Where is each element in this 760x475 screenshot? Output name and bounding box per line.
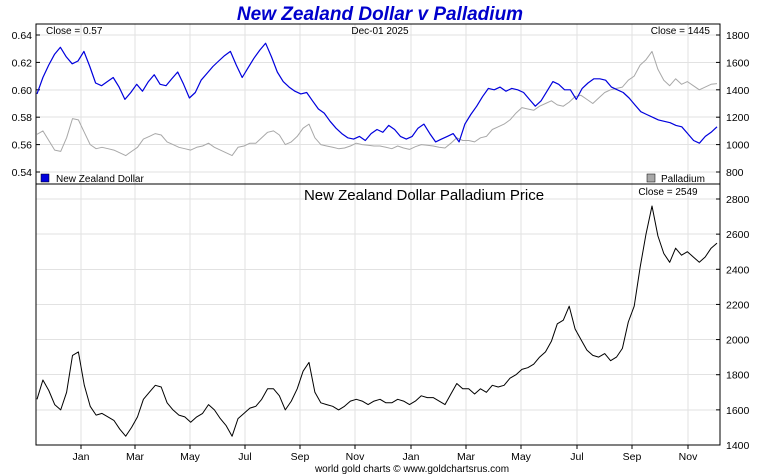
top-panel-frame: [35, 23, 721, 185]
legend-swatch-nzd: [40, 173, 50, 183]
top-series-group: [36, 42, 718, 157]
bottom-right-axis: 2800 2600 2400 2200 2000 1800 1600 1400: [716, 194, 750, 452]
x-tick-label: Nov: [346, 451, 365, 463]
legend-swatch-palladium: [646, 173, 656, 183]
top-right-tick-label: 1800: [726, 30, 750, 42]
x-tick-label: May: [180, 451, 201, 463]
top-right-tick-label: 1400: [726, 85, 750, 97]
bottom-panel-frame: [35, 183, 721, 446]
top-right-axis: 1800 1600 1400 1200 1000 800: [716, 30, 750, 179]
x-tick-label: Mar: [126, 451, 145, 463]
top-right-tick-label: 1200: [726, 112, 750, 124]
x-axis: Jan Mar May Jul Sep Nov Jan Mar May Jul Sep Nov: [73, 445, 698, 463]
bottom-right-tick-label: 2400: [726, 264, 750, 276]
bottom-panel-grid: [36, 184, 720, 446]
legend-label-palladium: Palladium: [661, 174, 705, 185]
x-tick-label: Nov: [679, 451, 698, 463]
x-tick-label: Jul: [570, 451, 583, 463]
chart-title: New Zealand Dollar v Palladium: [237, 4, 523, 25]
x-tick-label: Sep: [623, 451, 642, 463]
top-left-tick-label: 0.56: [12, 140, 33, 152]
price-series-line: [36, 205, 718, 437]
top-left-axis: 0.64 0.62 0.60 0.58 0.56 0.54: [12, 30, 40, 179]
palladium-series-line: [36, 50, 718, 157]
date-label: Dec-01 2025: [351, 26, 409, 37]
legend-label-nzd: New Zealand Dollar: [56, 174, 144, 185]
x-tick-label: Jul: [238, 451, 251, 463]
bottom-right-tick-label: 2600: [726, 229, 750, 241]
lower-chart-title: New Zealand Dollar Palladium Price: [304, 187, 544, 204]
top-left-tick-label: 0.58: [12, 112, 33, 124]
x-tick-label: Sep: [291, 451, 310, 463]
bottom-right-tick-label: 2800: [726, 194, 750, 206]
top-panel-grid: [36, 24, 720, 184]
lower-close-label: Close = 2549: [638, 187, 698, 198]
top-right-tick-label: 1600: [726, 57, 750, 69]
bottom-series-group: [36, 205, 718, 437]
bottom-right-tick-label: 1400: [726, 440, 750, 452]
top-left-tick-label: 0.64: [12, 30, 33, 42]
x-tick-label: May: [511, 451, 532, 463]
x-tick-label: Jan: [403, 451, 420, 463]
nzd-series-line: [36, 42, 718, 144]
top-right-tick-label: 800: [726, 167, 744, 179]
right-close-label: Close = 1445: [651, 26, 711, 37]
x-tick-label: Jan: [73, 451, 90, 463]
legend: New Zealand Dollar Palladium: [40, 173, 705, 185]
bottom-right-tick-label: 2000: [726, 335, 750, 347]
bottom-right-tick-label: 1600: [726, 405, 750, 417]
top-left-tick-label: 0.54: [12, 167, 33, 179]
bottom-right-tick-label: 1800: [726, 370, 750, 382]
bottom-right-tick-label: 2200: [726, 299, 750, 311]
top-left-tick-label: 0.62: [12, 57, 33, 69]
top-left-tick-label: 0.60: [12, 85, 33, 97]
left-close-label: Close = 0.57: [46, 26, 103, 37]
footer-credit: world gold charts © www.goldchartsrus.co…: [314, 464, 509, 475]
x-tick-label: Mar: [457, 451, 476, 463]
top-right-tick-label: 1000: [726, 140, 750, 152]
